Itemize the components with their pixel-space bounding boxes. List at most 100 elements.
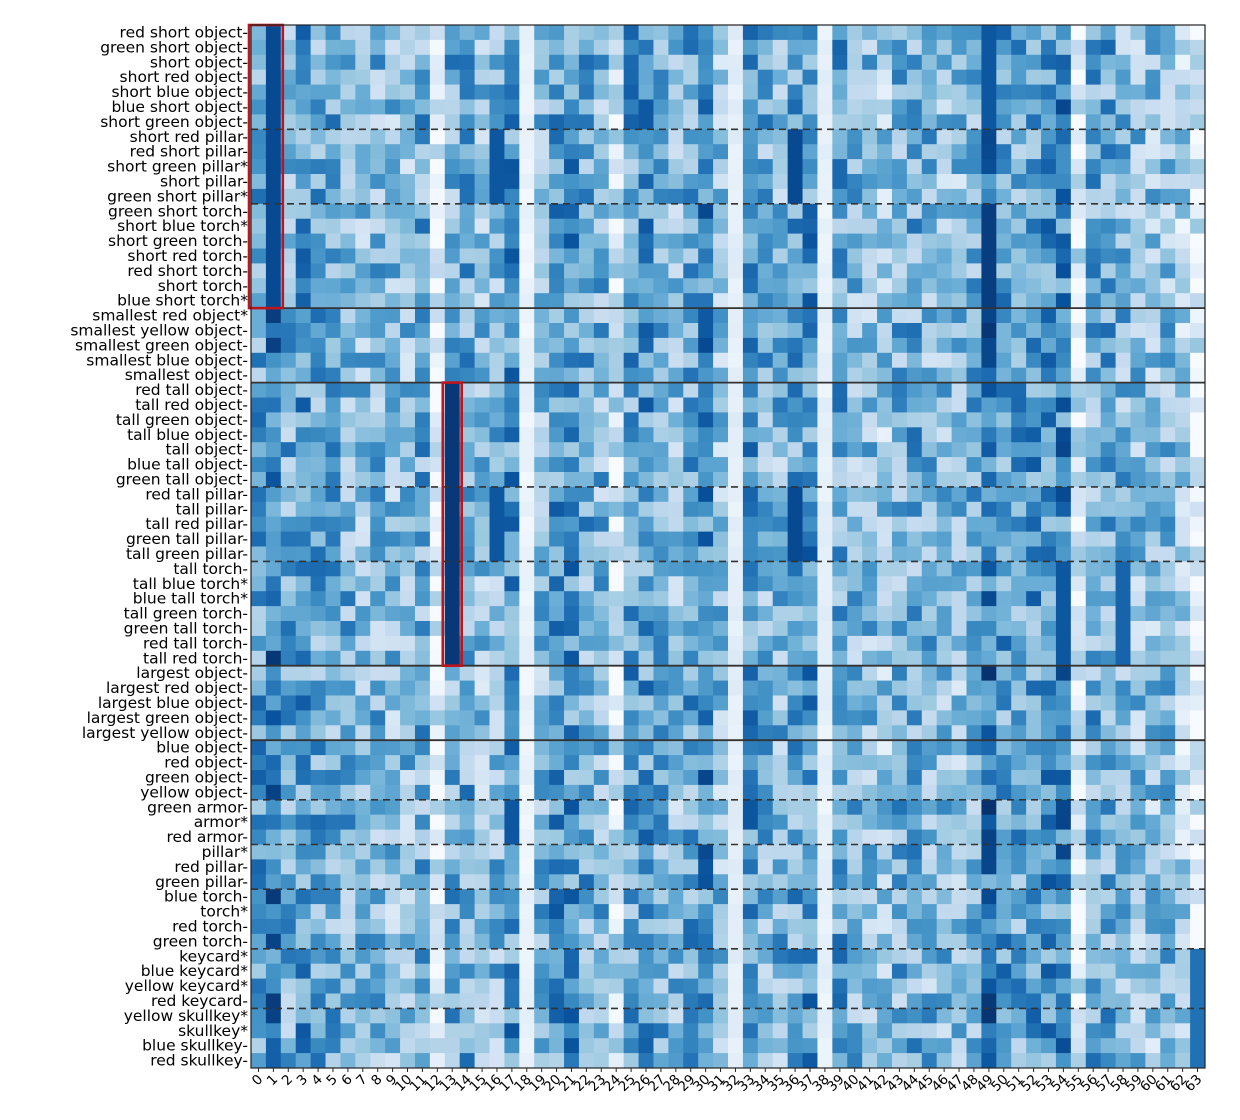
heatmap-cell [683,993,699,1009]
heatmap-cell [921,963,938,980]
heatmap-cell [847,770,863,786]
heatmap-cell [653,129,669,145]
heatmap-cell [325,99,341,115]
heatmap-cell [1115,591,1131,607]
heatmap-cell [564,248,580,264]
heatmap-cell [832,486,848,503]
heatmap-cell [817,665,833,682]
heatmap-cell [489,1008,505,1024]
heatmap-cell [966,248,982,264]
heatmap-cell [862,576,878,592]
heatmap-cell [1085,382,1102,398]
heatmap-cell [1085,919,1102,935]
heatmap-cell [832,442,848,458]
heatmap-cell [265,486,282,503]
heatmap-cell [1041,948,1057,965]
heatmap-cell [817,457,833,473]
row-label: tall blue torch* [133,575,248,593]
heatmap-cell [698,233,714,249]
heatmap-cell [370,933,386,950]
heatmap-cell [936,293,953,309]
heatmap-cell [1011,561,1027,577]
heatmap-cell [608,889,625,905]
heatmap-cell [1026,695,1042,711]
heatmap-cell [906,665,923,682]
heatmap-cell [1026,933,1042,950]
heatmap-cell [1026,635,1042,652]
heatmap-cell [1115,129,1131,145]
heatmap-cell [504,1038,520,1054]
heatmap-cell [519,278,535,294]
heatmap-cell [772,859,789,875]
heatmap-cell [683,576,699,592]
heatmap-cell [295,755,312,771]
heatmap-cell [668,397,684,413]
heatmap-cell [444,337,461,354]
heatmap-cell [1115,114,1131,130]
heatmap-cell [772,933,789,950]
heatmap-cell [1130,472,1146,488]
heatmap-cell [459,516,476,533]
heatmap-cell [474,69,490,86]
heatmap-cell [593,367,610,384]
heatmap-cell [981,114,997,130]
heatmap-cell [519,993,535,1009]
heatmap-cell [713,561,729,577]
heatmap-cell [1115,948,1131,965]
heatmap-cell [653,1038,669,1054]
heatmap-cell [251,293,267,309]
heatmap-cell [966,904,982,920]
heatmap-cell [1190,427,1206,443]
heatmap-cell [787,159,804,175]
heatmap-cell [921,933,938,950]
heatmap-cell [400,561,416,577]
heatmap-cell [713,621,729,637]
heatmap-cell [653,516,669,533]
heatmap-cell [414,457,431,473]
heatmap-cell [414,978,431,994]
heatmap-cell [280,84,297,100]
heatmap-cell [295,129,312,145]
heatmap-cell [698,710,714,726]
heatmap-cell [280,859,297,875]
heatmap-cell [414,814,431,831]
heatmap-cell [787,978,804,994]
heatmap-cell [251,680,267,696]
heatmap-cell [534,486,550,503]
heatmap-cell [1130,680,1146,696]
heatmap-cell [564,278,580,294]
heatmap-cell [1100,1053,1117,1069]
heatmap-cell [847,1008,863,1024]
heatmap-cell [832,293,848,309]
heatmap-cell [653,546,669,562]
row-label: green short torch- [108,202,248,220]
heatmap-cell [400,84,416,100]
heatmap-cell [564,203,580,220]
heatmap-cell [772,516,789,533]
heatmap-cell [713,904,729,920]
heatmap-cell [668,129,684,145]
heatmap-cell [370,233,386,249]
heatmap-cell [757,859,774,875]
heatmap-cell [1011,844,1027,860]
heatmap-cell [951,784,967,801]
heatmap-cell [668,203,684,220]
heatmap-cell [251,695,267,711]
heatmap-cell [251,725,267,741]
heatmap-cell [698,144,714,160]
heatmap-cell [593,308,610,324]
heatmap-cell [295,799,312,816]
heatmap-cell [385,933,401,950]
heatmap-cell [1085,114,1102,130]
heatmap-cell [638,442,654,458]
heatmap-cell [340,874,356,890]
heatmap-cell [683,427,699,443]
heatmap-cell [489,1053,505,1069]
heatmap-cell [534,710,550,726]
heatmap-cell [251,442,267,458]
heatmap-cell [757,1008,774,1024]
heatmap-cell [504,203,520,220]
heatmap-cell [1070,621,1087,637]
heatmap-cell [877,278,893,294]
